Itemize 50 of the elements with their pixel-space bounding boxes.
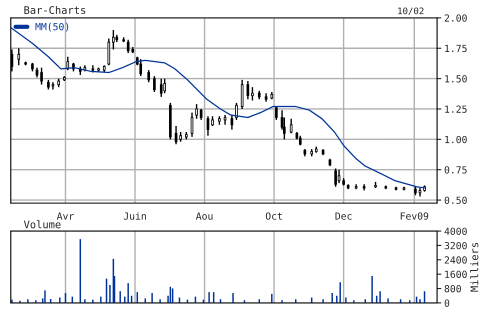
candlestick	[290, 118, 293, 134]
y-tick-label: 1.25	[445, 105, 467, 113]
candlestick	[112, 29, 115, 50]
candlestick	[17, 48, 20, 66]
candlestick	[334, 168, 337, 188]
candlestick	[107, 38, 110, 66]
legend-label: MM(50)	[35, 22, 68, 32]
candlestick	[338, 169, 340, 184]
y-tick-label: 0	[444, 299, 450, 307]
candlestick	[190, 112, 194, 138]
y-tick-label: 1.75	[445, 44, 467, 52]
y-tick-label: 1600	[445, 270, 467, 278]
x-tick-label: Oct	[266, 212, 282, 220]
candlestick	[174, 125, 178, 145]
chart-title: Volume	[24, 220, 61, 228]
y-tick-label: 4000	[444, 228, 467, 235]
candlestick	[179, 131, 182, 142]
candlestick	[230, 114, 234, 130]
candlestick	[246, 80, 250, 100]
y-tick-label: 1.50	[445, 75, 467, 82]
y-tick-label: 3200	[444, 242, 467, 250]
candlestick	[240, 79, 244, 110]
candlestick	[200, 108, 202, 121]
candlestick	[298, 135, 302, 146]
x-tick-label: Aou	[196, 212, 212, 220]
y-tick-label: 1.00	[445, 136, 467, 144]
candlestick	[275, 106, 278, 121]
y-tick-label: 2.00	[444, 14, 467, 22]
y-axis-title: Milliers	[470, 242, 478, 292]
candlestick	[139, 58, 142, 77]
y-tick-label: 0.75	[444, 166, 467, 174]
candlestick	[126, 39, 130, 54]
candlestick	[47, 79, 50, 90]
candlestick	[147, 69, 150, 83]
x-tick-label: Fev09	[400, 212, 428, 220]
text: 10/02	[398, 7, 424, 15]
x-tick-label: Avr	[56, 212, 74, 220]
x-tick-label: Dec	[335, 212, 352, 220]
candlestick	[251, 86, 254, 102]
chart-title: Bar-Charts	[24, 6, 86, 14]
candlestick	[160, 78, 163, 98]
candlestick	[195, 103, 198, 120]
candlestick	[163, 78, 166, 94]
y-tick-label: 2400	[444, 256, 467, 264]
y-tick-label: 0.50	[444, 196, 467, 204]
candlestick	[224, 114, 226, 126]
candlestick	[153, 75, 156, 93]
y-tick-label: 800	[444, 285, 461, 292]
candlestick	[235, 102, 238, 121]
x-tick-label: Juin	[124, 212, 146, 220]
